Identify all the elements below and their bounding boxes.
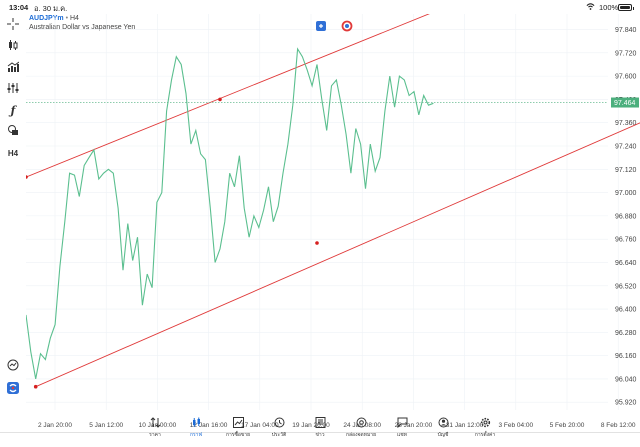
price-tick-label: 95.920 [615, 400, 637, 407]
current-price-label: 97.464 [614, 100, 636, 107]
tab-label: กล่องจดหมาย [345, 432, 377, 438]
time-tick-label: 5 Jan 12:00 [89, 422, 123, 429]
channel-anchor-point [33, 384, 38, 389]
tab-6[interactable]: กล่องจดหมาย [341, 411, 381, 447]
tab-label: การซื้อขาย [225, 432, 251, 438]
chart-type-candles-icon[interactable] [5, 37, 21, 53]
timeframe-label: H4 [69, 15, 79, 22]
one-click-plus-glyph [319, 24, 323, 28]
trend-channel [26, 14, 640, 389]
price-tick-label: 96.160 [615, 353, 637, 360]
status-time: 13:04 [9, 3, 29, 12]
chart-badges [316, 20, 353, 32]
time-tick-label: 5 Feb 20:00 [550, 422, 585, 429]
time-tick-label: 3 Feb 04:00 [498, 422, 533, 429]
tab-label: ข่าว [315, 432, 325, 438]
header-separator: • [65, 15, 69, 22]
time-tick-label: 19 Jan 20:00 [292, 422, 330, 429]
function-icon[interactable]: ƒ [10, 103, 16, 117]
tab-label: ประวัติ [271, 432, 287, 438]
wifi-icon [586, 3, 595, 10]
current-price-tag [611, 97, 639, 108]
time-tick-label: 12 Jan 16:00 [190, 422, 228, 429]
price-tick-label: 96.760 [615, 237, 637, 244]
time-tick-label: 24 Jan 08:00 [343, 422, 381, 429]
time-tick-label: 17 Jan 04:00 [241, 422, 279, 429]
settings-icon [480, 417, 490, 428]
arrows-updown-icon [150, 417, 160, 428]
time-tick-label: 8 Feb 12:00 [601, 422, 636, 429]
chart-toolbar: ƒ H4 [0, 14, 26, 410]
price-tick-label: 97.360 [615, 120, 637, 127]
timeframe-button[interactable]: H4 [7, 148, 19, 158]
tab-8[interactable]: บัญชี [423, 411, 463, 447]
chart-grid [26, 14, 619, 410]
tab-3[interactable]: การซื้อขาย [218, 411, 258, 447]
settings-sliders-icon[interactable] [5, 80, 21, 96]
tab-9[interactable]: การตั้งค่า [465, 411, 505, 447]
time-tick-label: 2 Jan 20:00 [38, 422, 72, 429]
channel-line-lower [35, 122, 640, 388]
channel-anchor-point [26, 175, 28, 179]
price-tick-label: 96.400 [615, 307, 637, 314]
account-icon [438, 417, 448, 428]
channel-line-upper [26, 14, 430, 178]
chat-icon [397, 417, 407, 428]
indicators-icon[interactable] [5, 59, 21, 75]
tab-7[interactable]: แชท [382, 411, 422, 447]
price-tick-label: 96.520 [615, 283, 637, 290]
price-tick-label: 97.600 [615, 74, 637, 81]
status-bar: 13:04 อ. 30 ม.ค. 100% [0, 0, 640, 14]
news-icon [315, 417, 325, 428]
time-tick-label: 28 Jan 20:00 [395, 422, 433, 429]
tab-5[interactable]: ข่าว [300, 411, 340, 447]
price-tick-label: 97.240 [615, 144, 637, 151]
price-chart[interactable]: 97.84097.72097.60097.48097.36097.24097.1… [26, 14, 640, 432]
tab-1[interactable]: ราคา [135, 411, 175, 447]
channel-anchor-point [315, 241, 319, 245]
time-tick-label: 31 Jan 12:00 [446, 422, 484, 429]
price-tick-label: 97.720 [615, 50, 637, 57]
channel-anchor-point [218, 97, 222, 102]
price-tick-label: 97.840 [615, 27, 637, 34]
tab-label: กราฟ [189, 432, 203, 438]
battery-percent: 100% [599, 3, 619, 12]
tab-label: บัญชี [437, 432, 449, 438]
bottom-tab-bar: ราคา กราฟ การซื้อขาย ประวัติ ข่าว กล่องจดหมาย… [0, 417, 640, 447]
price-tick-label: 97.120 [615, 167, 637, 174]
objects-icon[interactable] [5, 122, 21, 138]
price-tick-label: 96.640 [615, 260, 637, 267]
trade-chart-icon [232, 417, 244, 428]
crosshair-icon[interactable] [5, 16, 21, 32]
price-tick-label: 96.880 [615, 213, 637, 220]
tab-label: ราคา [149, 432, 161, 438]
price-line [26, 47, 434, 380]
price-tick-label: 96.040 [615, 376, 637, 383]
tab-2[interactable]: กราฟ [176, 411, 216, 447]
app-logo-icon[interactable] [5, 380, 21, 396]
price-tick-label: 96.280 [615, 330, 637, 337]
tab-label: แชท [397, 432, 407, 438]
battery-icon [618, 4, 634, 11]
symbol-description: Australian Dollar vs Japanese Yen [29, 24, 136, 31]
mail-at-icon [356, 417, 366, 428]
price-tick-label: 97.000 [615, 190, 637, 197]
tab-label: การตั้งค่า [474, 432, 496, 438]
status-date: อ. 30 ม.ค. [34, 4, 68, 13]
market-status-dot [345, 24, 349, 28]
current-price-marker: 97.464 [26, 97, 639, 108]
symbol-label[interactable]: AUDJPYm [29, 15, 64, 22]
chart-zoom-icon[interactable] [5, 357, 21, 373]
candles-icon [192, 417, 200, 427]
market-status-icon[interactable] [341, 20, 353, 32]
tab-4[interactable]: ประวัติ [259, 411, 299, 447]
history-icon [274, 417, 284, 428]
chart-header: AUDJPYm • H4 Australian Dollar vs Japane… [29, 14, 135, 32]
